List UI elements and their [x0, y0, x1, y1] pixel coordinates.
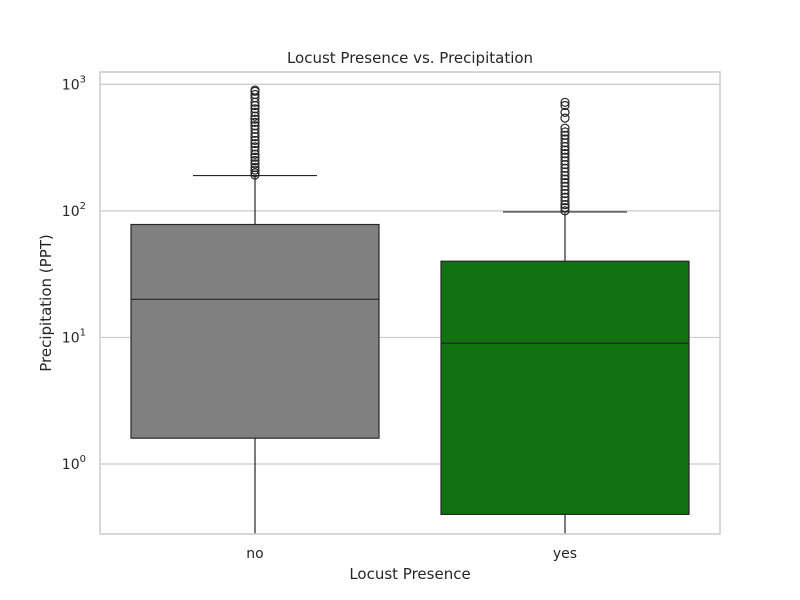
outlier-point	[250, 85, 260, 95]
outlier-point	[560, 149, 570, 159]
outlier-point	[560, 178, 570, 188]
y-tick-label: 102	[62, 201, 86, 220]
x-tick-label: no	[246, 546, 263, 562]
outlier-point	[250, 162, 260, 173]
box-yes	[440, 97, 690, 534]
y-tick-label: 103	[62, 74, 86, 93]
outlier-point	[250, 135, 260, 146]
iqr-box	[130, 223, 380, 439]
outlier-point	[250, 121, 260, 131]
outlier-point	[250, 149, 260, 159]
outlier-point	[560, 152, 570, 162]
outlier-point	[560, 145, 570, 155]
iqr-box	[440, 260, 690, 515]
outlier-point	[250, 111, 260, 121]
x-axis-label: Locust Presence	[349, 565, 470, 583]
outlier-point	[560, 188, 570, 199]
outlier-point	[560, 196, 570, 206]
outlier-point	[560, 203, 570, 213]
outlier-point	[250, 155, 260, 166]
outlier-point	[250, 114, 260, 124]
plot-frame	[99, 71, 721, 535]
outlier-point	[560, 127, 570, 137]
boxes	[130, 85, 690, 534]
outlier-point	[250, 152, 260, 162]
y-tick-label: 101	[62, 327, 86, 346]
outlier-point	[560, 174, 570, 184]
outlier-point	[560, 107, 570, 117]
outlier-point	[560, 97, 570, 107]
outlier-point	[560, 181, 570, 192]
outlier-point	[560, 170, 570, 181]
tick-labels: 100 101 102 103 no yes	[62, 74, 577, 562]
outlier-point	[560, 206, 570, 216]
outlier-point	[250, 168, 260, 178]
outlier-point	[560, 113, 570, 123]
outlier-point	[250, 89, 260, 100]
outlier-point	[560, 159, 570, 170]
outlier-point	[560, 130, 570, 140]
y-tick-label: 100	[62, 454, 86, 473]
outlier-point	[250, 165, 260, 175]
outlier-point	[560, 163, 570, 173]
outlier-point	[560, 185, 570, 195]
outlier-point	[560, 100, 570, 111]
outlier-point	[250, 107, 260, 117]
outlier-point	[560, 134, 570, 144]
outlier-point	[250, 104, 260, 114]
outlier-point	[250, 138, 260, 149]
x-tick-label: yes	[553, 546, 577, 562]
outlier-point	[560, 156, 570, 166]
outlier-point	[250, 132, 260, 142]
box-no	[130, 85, 380, 534]
y-axis-label: Precipitation (PPT)	[37, 234, 55, 371]
outlier-point	[560, 200, 570, 210]
outlier-point	[560, 192, 570, 202]
outlier-point	[250, 145, 260, 156]
outlier-point	[560, 123, 570, 133]
outlier-point	[560, 167, 570, 177]
outlier-point	[250, 117, 260, 127]
outlier-point	[250, 142, 260, 152]
chart-title: Locust Presence vs. Precipitation	[287, 49, 533, 67]
outlier-point	[250, 124, 260, 135]
outlier-point	[250, 159, 260, 169]
